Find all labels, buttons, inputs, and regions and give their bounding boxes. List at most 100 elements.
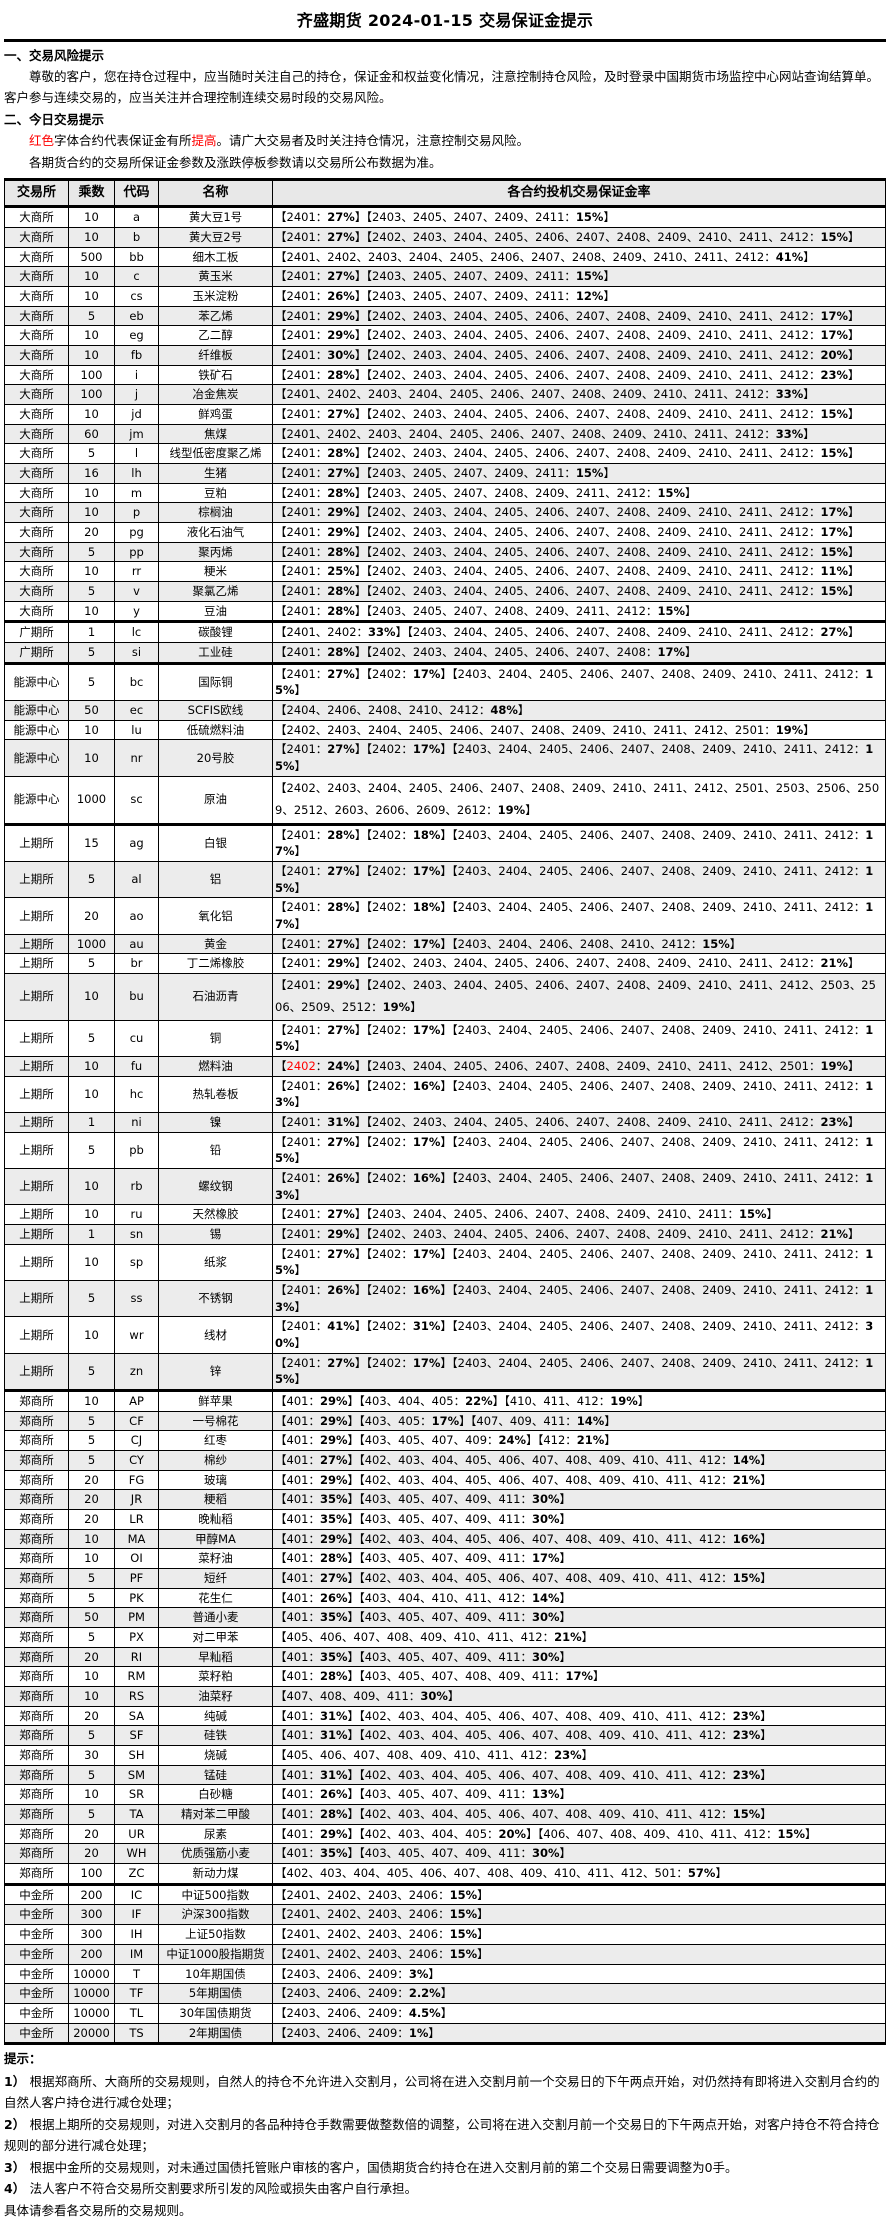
cell-multiplier: 10 [68, 1243, 115, 1281]
cell-margin-rate: 【2401、2402、2403、2406：15%】 [272, 1882, 886, 1906]
table-row: 郑商所 20 JR 粳稻 【401：35%】【403、405、407、409、411：3… [4, 1489, 886, 1511]
cell-name: 石油沥青 [158, 972, 273, 1021]
cell-code: WH [114, 1843, 159, 1865]
cell-margin-rate: 【2401、2402：33%】【2403、2404、2405、2406、2407… [272, 620, 886, 644]
cell-code: v [114, 581, 159, 602]
cell-margin-rate: 【2401：27%】【2403、2404、2405、2406、2407、2408… [272, 1204, 886, 1225]
cell-margin-rate: 【2401：28%】【2402、2403、2404、2405、2406、2407… [272, 443, 886, 465]
cell-multiplier: 10 [68, 1686, 115, 1707]
cell-margin-rate: 【2401：29%】【2402、2403、2404、2405、2406、2407… [272, 972, 886, 1021]
cell-name: 甲醇MA [158, 1528, 273, 1550]
cell-margin-rate: 【401：29%】【402、403、404、405、406、407、408、40… [272, 1469, 886, 1491]
cell-multiplier: 10 [68, 1666, 115, 1688]
footer-notes: 提示： 1） 根据郑商所、大商所的交易规则，自然人的持仓不允许进入交割月，公司将… [4, 2048, 886, 2221]
cell-code: ni [114, 1111, 159, 1133]
cell-exchange: 郑商所 [4, 1646, 69, 1668]
cell-name: 10年期国债 [158, 1963, 273, 1985]
cell-code: hc [114, 1075, 159, 1113]
table-row: 大商所 10 rr 粳米 【2401：25%】【2402、2403、2404、2405、… [4, 561, 886, 583]
cell-multiplier: 5 [68, 661, 115, 702]
cell-margin-rate: 【2401：29%】【2402、2403、2404、2405、2406、2407… [272, 953, 886, 974]
cell-margin-rate: 【2401：28%】【2402、2403、2404、2405、2406、2407… [272, 642, 886, 664]
cell-name: 烧碱 [158, 1745, 273, 1766]
cell-code: ec [114, 700, 159, 721]
cell-name: 锌 [158, 1352, 273, 1392]
cell-code: AP [114, 1389, 159, 1412]
table-row: 中金所 300 IF 沪深300指数 【2401、2402、2403、2406：15%】 [4, 1904, 886, 1926]
cell-code: c [114, 266, 159, 288]
table-row: 上期所 5 zn 锌【2401：27%】【2402：17%】【2403、2404、24… [4, 1352, 886, 1392]
cell-exchange: 大商所 [4, 227, 69, 248]
note-item-text: 根据郑商所、大商所的交易规则，自然人的持仓不允许进入交割月，公司将在进入交割月前… [4, 2073, 880, 2111]
cell-name: 精对苯二甲酸 [158, 1804, 273, 1825]
table-row: 大商所 16 lh 生猪 【2401：27%】【2403、2405、2407、2409、… [4, 463, 886, 484]
table-row: 郑商所 10 OI 菜籽油 【401：28%】【403、405、407、409、411：… [4, 1548, 886, 1570]
cell-exchange: 上期所 [4, 1204, 69, 1225]
cell-exchange: 大商所 [4, 286, 69, 307]
cell-name: 棕榈油 [158, 502, 273, 524]
table-row: 郑商所 20 UR 尿素 【401：29%】【402、403、404、405：20%】【… [4, 1823, 886, 1845]
cell-margin-rate: 【2401、2402、2403、2406：15%】 [272, 1904, 886, 1926]
cell-multiplier: 60 [68, 423, 115, 445]
cell-exchange: 郑商所 [4, 1725, 69, 1747]
cell-multiplier: 10 [68, 1389, 115, 1412]
cell-name: 豆油 [158, 600, 273, 623]
cell-exchange: 上期所 [4, 822, 69, 862]
cell-exchange: 上期所 [4, 1243, 69, 1281]
cell-multiplier: 1 [68, 1111, 115, 1133]
cell-exchange: 郑商所 [4, 1450, 69, 1471]
cell-code: p [114, 502, 159, 524]
table-row: 大商所 5 l 线型低密度聚乙烯 【2401：28%】【2402、2403、2404、2… [4, 443, 886, 465]
cell-code: bb [114, 246, 159, 268]
cell-name: 花生仁 [158, 1587, 273, 1609]
note-item-text: 法人客户不符合交易所交割要求所引发的风险或损失由客户自行承担。 [29, 2181, 418, 2197]
cell-name: 不锈钢 [158, 1279, 273, 1318]
cell-name: 锡 [158, 1223, 273, 1245]
cell-multiplier: 15 [68, 822, 115, 862]
cell-margin-rate: 【2401、2402、2403、2404、2405、2406、2407、2408… [272, 246, 886, 268]
cell-name: 黄玉米 [158, 266, 273, 288]
cell-name: 碳酸锂 [158, 620, 273, 644]
cell-name: 棉纱 [158, 1450, 273, 1471]
cell-code: y [114, 600, 159, 623]
table-row: 郑商所 5 PK 花生仁 【401：26%】【403、404、410、411、412：1… [4, 1587, 886, 1609]
note-item-text: 根据上期所的交易规则，对进入交割月的各品种持仓手数需要做整数倍的调整，公司将在进… [4, 2116, 880, 2154]
col-name: 名称 [158, 177, 273, 208]
note-item-label: 4） [4, 2181, 30, 2197]
table-row: 郑商所 10 AP 鲜苹果 【401：29%】【403、404、405：22%】【410… [4, 1389, 886, 1412]
cell-margin-rate: 【401：31%】【402、403、404、405、406、407、408、40… [272, 1705, 886, 1727]
cell-margin-rate: 【401：35%】【403、405、407、409、411：30%】 [272, 1646, 886, 1668]
cell-exchange: 能源中心 [4, 661, 69, 702]
cell-name: 国际铜 [158, 661, 273, 702]
cell-name: 一号棉花 [158, 1410, 273, 1432]
note-item-label: 3） [4, 2159, 30, 2175]
cell-margin-rate: 【2401、2402、2403、2404、2405、2406、2407、2408… [272, 384, 886, 406]
cell-code: rb [114, 1167, 159, 1206]
cell-code: pp [114, 541, 159, 563]
cell-multiplier: 200 [68, 1943, 115, 1965]
cell-multiplier: 5 [68, 443, 115, 465]
cell-margin-rate: 【401：29%】【403、404、405：22%】【410、411、412：1… [272, 1389, 886, 1412]
cell-margin-rate: 【2401：27%】【2402：17%】【2403、2404、2405、2406… [272, 661, 886, 702]
cell-name: 低硫燃料油 [158, 719, 273, 741]
cell-code: ao [114, 897, 159, 935]
cell-name: 纤维板 [158, 345, 273, 366]
cell-multiplier: 20 [68, 1489, 115, 1511]
cell-code: LR [114, 1509, 159, 1530]
cell-multiplier: 10 [68, 345, 115, 366]
cell-multiplier: 100 [68, 364, 115, 386]
cell-margin-rate: 【2403、2406、2409：1%】 [272, 2022, 886, 2046]
table-row: 郑商所 5 SM 锰硅 【401：31%】【402、403、404、405、406、40… [4, 1764, 886, 1786]
cell-name: 纸浆 [158, 1243, 273, 1281]
cell-margin-rate: 【401：29%】【403、405：17%】【407、409、411：14%】 [272, 1410, 886, 1432]
cell-name: 豆粕 [158, 482, 273, 504]
cell-code: fb [114, 345, 159, 366]
table-row: 上期所 10 hc 热轧卷板 【2401：26%】【2402：16%】【2403、240… [4, 1075, 886, 1113]
table-row: 上期所 10 sp 纸浆 【2401：27%】【2402：17%】【2403、2404、… [4, 1243, 886, 1281]
table-row: 郑商所 20 RI 早籼稻 【401：35%】【403、405、407、409、411：… [4, 1646, 886, 1668]
table-row: 中金所 10000 TF 5年期国债 【2403、2406、2409：2.2%】 [4, 1983, 886, 2004]
cell-exchange: 郑商所 [4, 1389, 69, 1412]
cell-name: 铜 [158, 1019, 273, 1057]
table-row: 郑商所 5 CY 棉纱 【401：27%】【402、403、404、405、406、40… [4, 1450, 886, 1471]
table-row: 上期所 5 ss 不锈钢 【2401：26%】【2402：16%】【2403、2404、… [4, 1279, 886, 1318]
